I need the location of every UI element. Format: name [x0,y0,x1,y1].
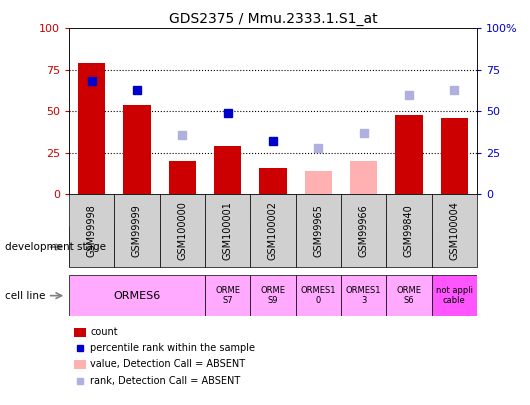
Text: ORMES6: ORMES6 [113,291,161,301]
Text: cell line: cell line [5,291,46,301]
Bar [305,171,332,194]
Text: differentiated
embryoid
bodies: differentiated embryoid bodies [380,232,438,262]
Bar [69,275,205,316]
Text: not appli
cable: not appli cable [436,286,473,305]
Text: percentile rank within the sample: percentile rank within the sample [90,343,255,353]
Text: count: count [90,327,118,337]
Text: GSM99840: GSM99840 [404,205,414,257]
Bar [386,275,431,316]
Text: development stage: development stage [5,242,107,252]
Text: GSM99966: GSM99966 [359,205,369,257]
Bar [78,63,105,194]
Bar [341,275,386,316]
Bar [205,275,250,316]
Bar [250,275,296,316]
Text: GSM99998: GSM99998 [86,205,96,257]
Text: embryonic stem cell: embryonic stem cell [171,242,284,252]
Bar [431,227,477,267]
Title: GDS2375 / Mmu.2333.1.S1_at: GDS2375 / Mmu.2333.1.S1_at [169,12,377,26]
Text: ORMES1
0: ORMES1 0 [301,286,336,305]
Text: ORME
S9: ORME S9 [260,286,286,305]
Bar [259,168,287,194]
Bar [69,227,386,267]
Text: somatic
fibroblast: somatic fibroblast [435,237,474,257]
Text: GSM99999: GSM99999 [132,205,142,257]
Text: GSM100000: GSM100000 [177,201,187,260]
Bar [169,161,196,194]
Bar [441,118,468,194]
Text: GSM99965: GSM99965 [313,205,323,257]
Bar [395,115,422,194]
Bar [431,275,477,316]
Bar [350,161,377,194]
Text: rank, Detection Call = ABSENT: rank, Detection Call = ABSENT [90,376,240,386]
Bar [296,275,341,316]
Bar [123,105,151,194]
Bar [386,227,431,267]
Text: GSM100001: GSM100001 [223,201,233,260]
Text: ORME
S6: ORME S6 [396,286,421,305]
Text: value, Detection Call = ABSENT: value, Detection Call = ABSENT [90,360,245,369]
Text: GSM100002: GSM100002 [268,201,278,260]
Text: ORMES1
3: ORMES1 3 [346,286,382,305]
Text: GSM100004: GSM100004 [449,201,460,260]
Bar [214,146,241,194]
Text: ORME
S7: ORME S7 [215,286,240,305]
